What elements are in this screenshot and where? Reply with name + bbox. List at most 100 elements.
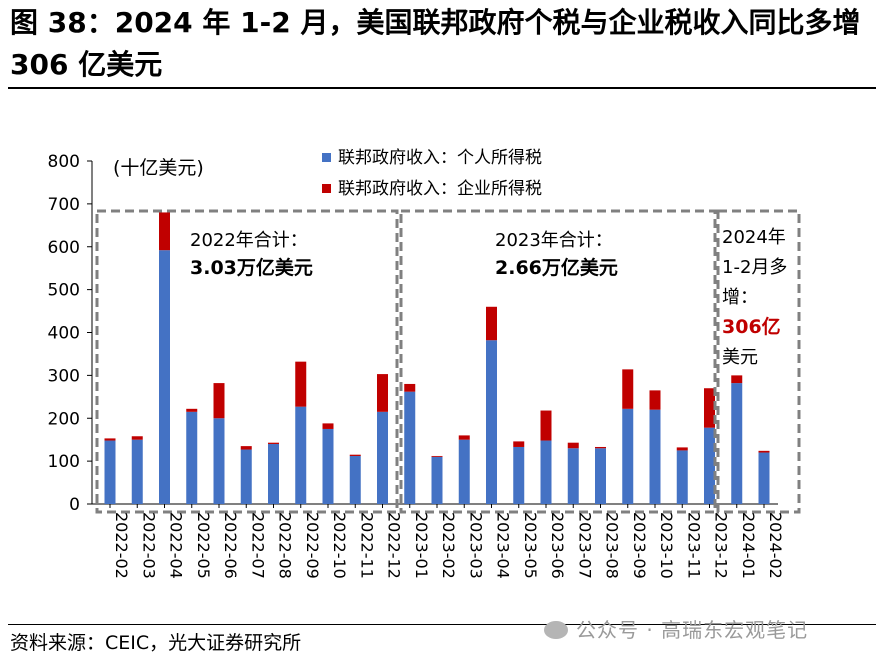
title-divider bbox=[8, 87, 876, 89]
x-tick-label: 2023-08 bbox=[603, 512, 622, 579]
annotation-text: 3.03万亿美元 bbox=[190, 256, 313, 279]
bar-corporate-income-tax bbox=[268, 442, 279, 444]
bar-corporate-income-tax bbox=[622, 369, 634, 409]
x-tick-label: 2023-12 bbox=[712, 512, 731, 579]
bar-corporate-income-tax bbox=[731, 375, 743, 384]
y-tick-label: 800 bbox=[48, 152, 80, 172]
annotation-text: 2024年 bbox=[722, 227, 786, 248]
annotation-text: 306亿 bbox=[722, 315, 781, 338]
bar-personal-income-tax bbox=[295, 406, 307, 504]
source-divider bbox=[8, 624, 876, 625]
bar-corporate-income-tax bbox=[295, 361, 307, 407]
annotation-dashed-box bbox=[95, 209, 399, 514]
x-tick-label: 2023-11 bbox=[684, 512, 703, 579]
x-tick-label: 2023-06 bbox=[548, 512, 567, 579]
bar-personal-income-tax bbox=[513, 446, 525, 504]
annotation-text: 2022年合计： bbox=[190, 230, 308, 251]
y-tick-label: 500 bbox=[48, 281, 80, 301]
bar-personal-income-tax bbox=[322, 428, 334, 504]
source-note: 资料来源：CEIC，光大证券研究所 bbox=[10, 632, 302, 654]
annotation-text: 2.66万亿美元 bbox=[495, 256, 618, 279]
chart-text: 0 100 200 300 400 500 600 700 800 2022-02 2022-03 2… bbox=[48, 148, 788, 579]
bar-corporate-income-tax bbox=[513, 441, 525, 447]
x-tick-label: 2023-05 bbox=[521, 512, 540, 579]
y-tick-label: 300 bbox=[48, 366, 80, 386]
x-tick-label: 2022-07 bbox=[248, 512, 267, 579]
x-tick-label: 2023-03 bbox=[466, 512, 485, 579]
x-tick-label: 2023-07 bbox=[575, 512, 594, 579]
bar-corporate-income-tax bbox=[595, 446, 606, 449]
bar-corporate-income-tax bbox=[431, 455, 443, 457]
bar-corporate-income-tax bbox=[377, 374, 388, 412]
watermark-text: 公众号 · 高瑞东宏观笔记 bbox=[576, 618, 809, 642]
x-tick-label: 2022-10 bbox=[330, 512, 349, 579]
annotation-text: 2023年合计： bbox=[495, 230, 613, 251]
bar-personal-income-tax bbox=[758, 452, 770, 504]
bar-corporate-income-tax bbox=[186, 408, 198, 412]
bar-corporate-income-tax bbox=[758, 450, 770, 453]
bar-corporate-income-tax bbox=[567, 442, 579, 449]
x-tick-label: 2023-01 bbox=[412, 512, 431, 579]
bar-personal-income-tax bbox=[540, 440, 552, 504]
x-tick-label: 2024-01 bbox=[739, 512, 758, 579]
bar-personal-income-tax bbox=[213, 418, 225, 504]
y-tick-label: 600 bbox=[48, 238, 80, 258]
annotation-text: 1-2月多 bbox=[722, 257, 787, 278]
legend-swatch bbox=[322, 153, 331, 162]
chart-bars bbox=[104, 212, 770, 504]
y-tick-label: 200 bbox=[48, 409, 80, 429]
bar-corporate-income-tax bbox=[159, 212, 170, 251]
x-tick-label: 2022-04 bbox=[167, 512, 186, 579]
bar-personal-income-tax bbox=[431, 456, 443, 504]
x-tick-label: 2024-02 bbox=[766, 512, 785, 579]
legend-label: 联邦政府收入：企业所得税 bbox=[338, 179, 542, 199]
x-tick-label: 2023-02 bbox=[439, 512, 458, 579]
bar-personal-income-tax bbox=[240, 449, 252, 504]
bar-corporate-income-tax bbox=[104, 438, 116, 441]
bar-corporate-income-tax bbox=[213, 383, 225, 419]
bar-personal-income-tax bbox=[731, 383, 743, 504]
figure-title: 图 38：2024 年 1-2 月，美国联邦政府个税与企业税收入同比多增 306… bbox=[10, 6, 861, 81]
bar-personal-income-tax bbox=[595, 448, 606, 504]
bar-corporate-income-tax bbox=[458, 435, 470, 440]
bar-personal-income-tax bbox=[268, 443, 279, 504]
bar-corporate-income-tax bbox=[131, 436, 143, 440]
x-tick-label: 2023-09 bbox=[630, 512, 649, 579]
x-tick-label: 2022-03 bbox=[139, 512, 158, 579]
bar-personal-income-tax bbox=[567, 448, 579, 504]
bar-personal-income-tax bbox=[186, 411, 198, 504]
bar-personal-income-tax bbox=[377, 411, 388, 504]
bar-personal-income-tax bbox=[649, 409, 661, 504]
x-tick-label: 2023-10 bbox=[657, 512, 676, 579]
y-tick-label: 100 bbox=[48, 452, 80, 472]
bar-corporate-income-tax bbox=[676, 447, 688, 451]
bar-personal-income-tax bbox=[349, 455, 361, 504]
legend-label: 联邦政府收入：个人所得税 bbox=[338, 148, 542, 168]
watermark: 公众号 · 高瑞东宏观笔记 bbox=[544, 614, 808, 643]
y-tick-label: 400 bbox=[48, 324, 80, 344]
annotation-text: 增： bbox=[722, 287, 758, 308]
bar-corporate-income-tax bbox=[486, 306, 497, 341]
x-tick-label: 2022-06 bbox=[221, 512, 240, 579]
bar-personal-income-tax bbox=[404, 391, 416, 504]
bar-corporate-income-tax bbox=[349, 454, 361, 456]
bar-corporate-income-tax bbox=[240, 446, 252, 450]
bar-corporate-income-tax bbox=[649, 390, 661, 410]
bar-personal-income-tax bbox=[458, 439, 470, 504]
legend-swatch bbox=[322, 184, 331, 193]
x-tick-label: 2022-12 bbox=[385, 512, 404, 579]
bar-corporate-income-tax bbox=[704, 388, 715, 428]
bar-personal-income-tax bbox=[486, 340, 497, 504]
annotation-dashed-box bbox=[716, 209, 801, 514]
y-tick-label: 0 bbox=[69, 495, 80, 515]
x-tick-label: 2022-09 bbox=[303, 512, 322, 579]
bar-personal-income-tax bbox=[676, 450, 688, 504]
x-tick-label: 2022-11 bbox=[357, 512, 376, 579]
bar-personal-income-tax bbox=[104, 440, 116, 504]
x-tick-label: 2022-05 bbox=[194, 512, 213, 579]
bar-corporate-income-tax bbox=[322, 423, 334, 429]
bar-corporate-income-tax bbox=[540, 410, 552, 441]
bar-personal-income-tax bbox=[131, 439, 143, 504]
annotation-dashed-box bbox=[399, 209, 717, 514]
